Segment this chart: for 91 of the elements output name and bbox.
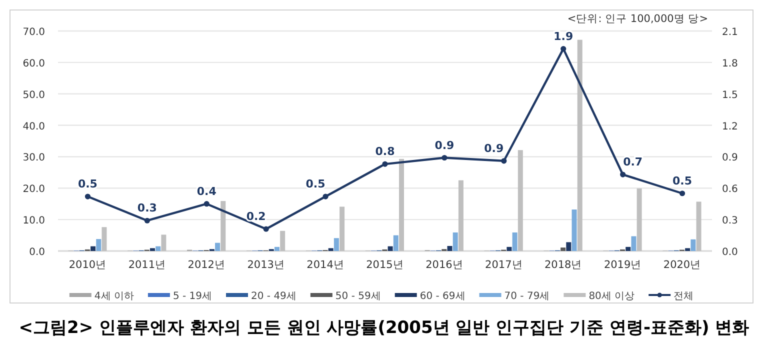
- bar: [280, 230, 286, 251]
- bar: [566, 242, 572, 251]
- bar: [102, 227, 107, 251]
- y2-tick-label: 1.8: [722, 58, 738, 70]
- y-tick-label: 70.0: [22, 27, 45, 38]
- bar: [393, 235, 398, 251]
- point: [442, 154, 448, 161]
- y2-tick-label: 1.2: [722, 121, 738, 132]
- x-tick-label: 2010년: [68, 259, 107, 271]
- y2-tick-label: 2.1: [722, 27, 738, 38]
- legend-label: 전체: [674, 291, 694, 302]
- bar: [96, 239, 102, 251]
- bar: [560, 248, 566, 251]
- y-tick-label: 10.0: [22, 216, 45, 227]
- bar: [334, 238, 339, 251]
- data-label: 0.9: [434, 138, 454, 152]
- bar: [388, 246, 393, 251]
- y2-tick-label: 0.0: [722, 247, 738, 258]
- legend-label: 80세 이상: [588, 291, 635, 302]
- bar: [458, 180, 464, 251]
- bar: [696, 202, 702, 251]
- bar: [328, 248, 334, 251]
- bar: [518, 150, 523, 251]
- x-tick-label: 2018년: [544, 259, 582, 271]
- point: [501, 158, 507, 164]
- bar: [577, 40, 582, 251]
- x-tick-label: 2011년: [128, 259, 166, 271]
- data-label: 0.3: [137, 202, 157, 215]
- y2-tick-label: 0.6: [722, 184, 738, 196]
- data-label: 0.8: [375, 145, 395, 158]
- y2-tick-label: 0.9: [722, 152, 738, 164]
- bar: [220, 201, 226, 251]
- x-tick-label: 2016년: [426, 259, 464, 271]
- x-tick-label: 2015년: [366, 259, 404, 271]
- y-tick-label: 0.0: [29, 247, 45, 258]
- bar: [572, 210, 577, 251]
- y-tick-label: 20.0: [22, 184, 45, 196]
- data-label: 0.5: [306, 178, 326, 191]
- bar: [156, 246, 161, 251]
- data-label: 0.4: [196, 184, 217, 198]
- x-tick-label: 2014년: [306, 259, 344, 271]
- bar: [161, 234, 166, 251]
- bar: [452, 232, 458, 251]
- x-tick-label: 2013년: [247, 259, 285, 271]
- bar: [215, 242, 220, 251]
- x-tick-label: 2020년: [663, 259, 702, 271]
- bar: [512, 232, 518, 251]
- y-tick-label: 50.0: [22, 90, 45, 101]
- bar: [340, 206, 345, 251]
- bar: [274, 246, 280, 251]
- bar: [506, 246, 512, 251]
- point: [144, 218, 150, 224]
- y2-tick-label: 0.3: [722, 216, 738, 227]
- data-label: 0.2: [246, 210, 266, 223]
- legend-label: 5 - 19세: [172, 291, 212, 302]
- y-tick-label: 60.0: [22, 58, 45, 70]
- y-tick-label: 40.0: [22, 121, 45, 132]
- point: [382, 161, 388, 167]
- data-label: 1.9: [554, 30, 574, 43]
- x-tick-label: 2012년: [188, 259, 226, 271]
- data-label: 0.5: [672, 174, 692, 188]
- point: [560, 46, 566, 52]
- point: [263, 226, 269, 232]
- bar: [90, 246, 96, 251]
- x-tick-label: 2019년: [604, 259, 642, 271]
- text: <단위: 인구 100,000명 당>: [567, 13, 708, 25]
- bar: [636, 188, 642, 251]
- point: [679, 190, 686, 196]
- data-label: 0.9: [484, 142, 504, 155]
- legend-label: 20 - 49세: [251, 291, 296, 302]
- bar: [626, 246, 631, 251]
- point: [84, 194, 91, 200]
- bar: [150, 248, 155, 251]
- legend-label: 4세 이하: [94, 291, 134, 302]
- y-tick-label: 30.0: [22, 152, 45, 164]
- y2-tick-label: 1.5: [722, 90, 738, 101]
- data-label: 0.5: [78, 178, 98, 191]
- text: <그림2> 인플루엔자 환자의 모든 원인 사망률(2005년 일반 인구집단 기준 연령-표준화) 변화: [18, 318, 750, 338]
- bar: [690, 239, 696, 251]
- x-tick-label: 2017년: [485, 259, 523, 271]
- bar: [399, 158, 404, 251]
- point: [204, 201, 210, 207]
- legend-label: 50 - 59세: [335, 291, 381, 302]
- legend-label: 60 - 69세: [420, 291, 466, 302]
- point: [322, 194, 328, 200]
- point: [620, 172, 626, 178]
- legend-label: 70 - 79세: [504, 291, 550, 302]
- bar: [447, 246, 452, 251]
- bar: [631, 236, 636, 251]
- data-label: 0.7: [623, 156, 643, 169]
- bar: [685, 248, 690, 251]
